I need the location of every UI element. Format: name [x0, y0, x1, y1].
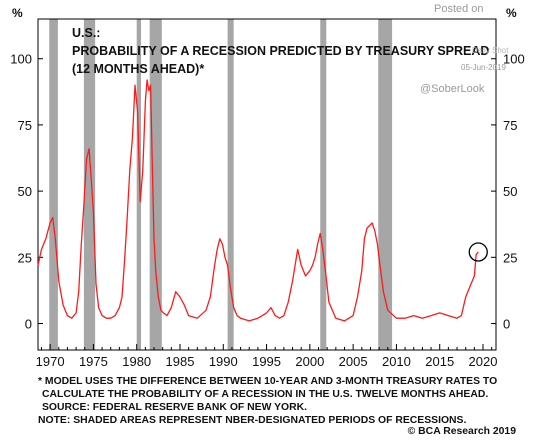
recession-band-5 — [320, 19, 327, 350]
footnote-line-2: CALCULATE THE PROBABILITY OF A RECESSION… — [42, 389, 489, 400]
watermark-source: Daily Shot — [472, 46, 509, 55]
copyright: © BCA Research 2019 — [407, 426, 516, 437]
recession-band-2 — [136, 19, 142, 350]
x-tick-label-2010: 2010 — [382, 354, 411, 369]
x-tick-label-1990: 1990 — [209, 354, 238, 369]
watermark-date: 05-Jun-2019 — [461, 63, 506, 72]
y-tick-label-left-0: 0 — [25, 317, 32, 332]
chart-title-line-2: PROBABILITY OF A RECESSION PREDICTED BY … — [72, 44, 489, 58]
x-tick-label-1995: 1995 — [252, 354, 281, 369]
x-tick-label-2015: 2015 — [425, 354, 454, 369]
x-tick-label-1975: 1975 — [79, 354, 108, 369]
x-tick-label-1985: 1985 — [166, 354, 195, 369]
recession-band-6 — [378, 19, 393, 350]
recession-band-4 — [227, 19, 234, 350]
unit-label-left: % — [12, 6, 23, 20]
y-tick-label-right-100: 100 — [503, 52, 525, 67]
x-tick-label-1970: 1970 — [36, 354, 65, 369]
y-tick-label-left-25: 25 — [18, 250, 32, 265]
recession-band-1 — [83, 19, 96, 350]
recession-band-0 — [49, 19, 58, 350]
y-tick-label-left-50: 50 — [18, 184, 32, 199]
unit-label-right: % — [506, 6, 517, 20]
y-tick-label-left-75: 75 — [18, 118, 32, 133]
series-line — [37, 79, 479, 322]
y-tick-label-right-50: 50 — [503, 184, 517, 199]
x-tick-label-2020: 2020 — [469, 354, 498, 369]
footnote-line-4: NOTE: SHADED AREAS REPRESENT NBER-DESIGN… — [38, 415, 467, 426]
watermark-posted-on: Posted on — [434, 3, 484, 15]
x-tick-label-1980: 1980 — [122, 354, 151, 369]
chart-title-line-3: (12 MONTHS AHEAD)* — [72, 62, 204, 76]
x-tick-label-2005: 2005 — [339, 354, 368, 369]
x-tick-label-2000: 2000 — [295, 354, 324, 369]
recession-band-3 — [149, 19, 162, 350]
watermark-handle: @SoberLook — [420, 83, 485, 95]
footnote-line-1: * MODEL USES THE DIFFERENCE BETWEEN 10-Y… — [38, 376, 498, 387]
footnote-line-3: SOURCE: FEDERAL RESERVE BANK OF NEW YORK… — [42, 402, 307, 413]
chart-title-line-1: U.S.: — [72, 26, 100, 40]
annotation-circle — [468, 242, 488, 262]
y-tick-label-right-0: 0 — [503, 317, 510, 332]
y-tick-label-right-75: 75 — [503, 118, 517, 133]
y-tick-label-right-25: 25 — [503, 250, 517, 265]
y-tick-label-left-100: 100 — [10, 52, 32, 67]
